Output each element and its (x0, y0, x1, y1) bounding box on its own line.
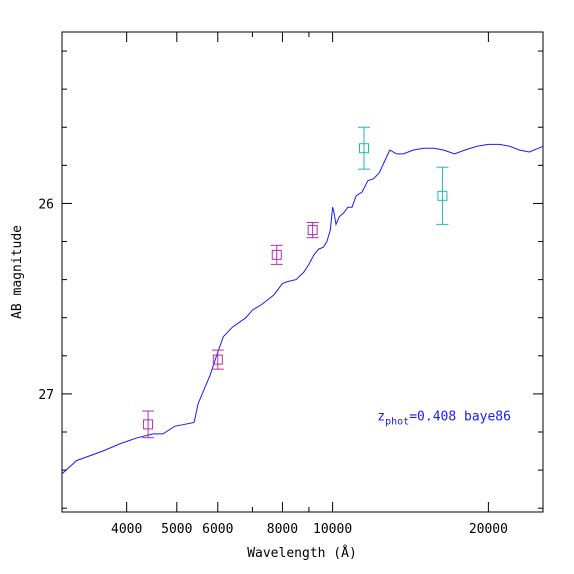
axis-ticks (61, 32, 543, 512)
x-axis-label: Wavelength (Å) (247, 545, 357, 561)
x-tick-label: 10000 (313, 522, 352, 537)
plot-frame (61, 31, 544, 513)
data-point (270, 244, 283, 265)
data-points-layer (142, 126, 449, 439)
point-marker (359, 143, 370, 154)
x-tick-label: 8000 (267, 522, 298, 537)
annotation-prefix: z (377, 410, 385, 425)
data-point (211, 349, 224, 370)
annotation-subscript: phot (385, 417, 409, 428)
point-marker (271, 249, 282, 260)
point-marker (212, 354, 223, 365)
annotation-suffix: =0.408 baye86 (409, 410, 511, 425)
model-sed-curve (61, 143, 544, 475)
data-point (142, 410, 155, 439)
data-point (358, 126, 371, 170)
x-tick-label: 4000 (111, 522, 142, 537)
point-marker (307, 225, 318, 236)
point-marker (437, 190, 448, 201)
x-tick-label: 6000 (202, 522, 233, 537)
axis-tick-labels: 4000 5000 6000 8000 10000 20000 26 27 (38, 197, 508, 537)
data-point (306, 221, 319, 239)
photometric-redshift-annotation: zphot=0.408 baye86 (377, 410, 511, 428)
y-axis-label: AB magnitude (10, 225, 25, 319)
y-tick-label: 27 (38, 388, 54, 403)
x-tick-label: 5000 (161, 522, 192, 537)
model-curve-layer (61, 143, 544, 475)
data-point (436, 166, 449, 225)
x-tick-label: 20000 (469, 522, 508, 537)
point-marker (143, 419, 154, 430)
y-tick-label: 26 (38, 197, 54, 212)
